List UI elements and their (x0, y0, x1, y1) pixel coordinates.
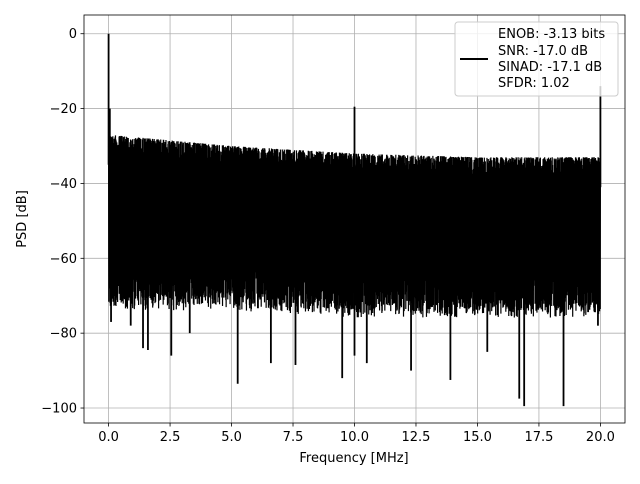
x-tick-label: 7.5 (283, 430, 304, 445)
x-tick-label: 15.0 (463, 430, 492, 445)
x-tick-label: 10.0 (340, 430, 369, 445)
x-axis-ticks: 0.0 2.5 5.0 7.5 10.0 12.5 15.0 17.5 20.0 (98, 423, 615, 445)
x-tick-label: 2.5 (160, 430, 181, 445)
x-axis-label: Frequency [MHz] (299, 451, 408, 466)
x-tick-label: 17.5 (524, 430, 553, 445)
psd-series-layer (107, 33, 602, 407)
legend-entry-sfdr: SFDR: 1.02 (498, 76, 570, 91)
y-axis-label: PSD [dB] (15, 190, 30, 248)
legend-entry-sinad: SINAD: -17.1 dB (498, 60, 602, 75)
y-tick-label: 0 (69, 27, 77, 42)
y-tick-label: −100 (41, 402, 77, 417)
x-tick-label: 12.5 (402, 430, 431, 445)
legend: ENOB: -3.13 bits SNR: -17.0 dB SINAD: -1… (454, 21, 619, 97)
y-tick-label: −20 (50, 102, 77, 117)
y-tick-label: −60 (50, 252, 77, 267)
y-tick-label: −40 (50, 177, 77, 192)
y-axis-ticks: 0 −20 −40 −60 −80 −100 (41, 27, 84, 417)
x-tick-label: 20.0 (586, 430, 615, 445)
x-tick-label: 5.0 (221, 430, 242, 445)
legend-entry-snr: SNR: -17.0 dB (498, 44, 588, 59)
legend-frame (454, 21, 619, 97)
legend-entry-enob: ENOB: -3.13 bits (498, 27, 605, 42)
y-tick-label: −80 (50, 327, 77, 342)
x-tick-label: 0.0 (98, 430, 119, 445)
